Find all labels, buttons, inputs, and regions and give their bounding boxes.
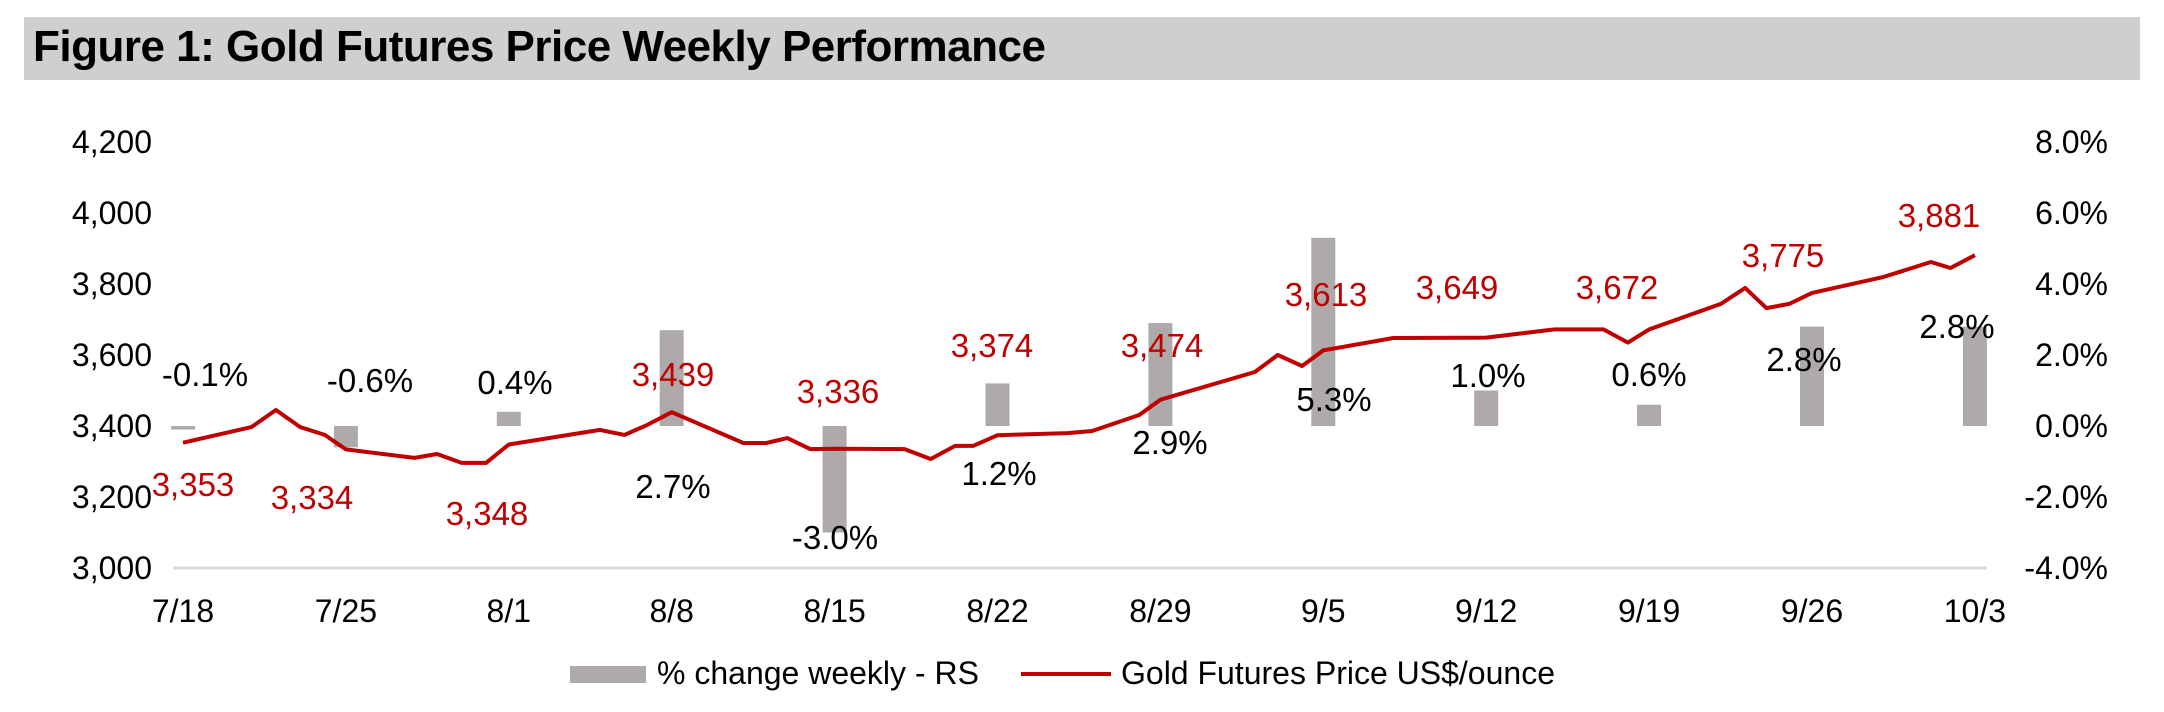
left-axis-tick-label: 3,400 — [72, 408, 152, 444]
bar-series — [171, 237, 1987, 533]
right-axis-tick-label: 6.0% — [2035, 195, 2108, 231]
bar-data-label: 2.8% — [1766, 341, 1841, 378]
price-data-label: 3,474 — [1121, 327, 1204, 364]
price-data-label: 3,374 — [951, 327, 1034, 364]
bar-data-label: 0.4% — [477, 364, 552, 401]
legend-swatch-bar — [570, 666, 646, 683]
x-axis-tick-label: 8/15 — [803, 593, 865, 629]
price-data-label: 3,775 — [1742, 237, 1825, 274]
bar-data-label: 2.9% — [1132, 424, 1207, 461]
bar — [1800, 326, 1824, 426]
bar-data-label: -0.6% — [327, 362, 413, 399]
price-line — [182, 253, 1976, 465]
price-data-label: 3,672 — [1576, 269, 1659, 306]
x-axis-tick-label: 9/5 — [1301, 593, 1345, 629]
bar — [985, 383, 1010, 426]
legend-label-line: Gold Futures Price US$/ounce — [1121, 655, 1555, 691]
bar-data-label: 1.0% — [1450, 357, 1525, 394]
legend: % change weekly - RS Gold Futures Price … — [570, 655, 1555, 691]
x-axis-tick-label: 9/26 — [1781, 593, 1843, 629]
right-axis-tick-label: 8.0% — [2035, 124, 2108, 160]
price-data-label: 3,881 — [1898, 197, 1981, 234]
bar — [1637, 404, 1662, 426]
bar-data-label: 2.7% — [635, 468, 710, 505]
bar — [333, 426, 358, 448]
x-axis-tick-label: 9/12 — [1455, 593, 1517, 629]
x-axis-tick-label: 8/8 — [649, 593, 693, 629]
x-axis-tick-label: 8/1 — [487, 593, 531, 629]
x-axis-tick-label: 9/19 — [1618, 593, 1680, 629]
bar — [1474, 390, 1499, 426]
bar-data-labels: -0.1% -0.6% 0.4% 2.7% -3.0% 1.2% 2.9% 5.3% 1.0% 0… — [162, 308, 1995, 556]
bar-data-label: 0.6% — [1611, 356, 1686, 393]
price-data-label: 3,334 — [271, 479, 354, 516]
bar — [1148, 323, 1173, 426]
x-axis-tick-label: 8/29 — [1129, 593, 1191, 629]
bar — [822, 426, 847, 533]
chart-title: Figure 1: Gold Futures Price Weekly Perf… — [33, 22, 1046, 71]
bar-data-label: 5.3% — [1296, 381, 1371, 418]
left-axis-tick-label: 4,000 — [72, 195, 152, 231]
right-axis-tick-label: 4.0% — [2035, 266, 2108, 302]
right-axis: -4.0% -2.0% 0.0% 2.0% 4.0% 6.0% 8.0% — [2024, 124, 2108, 586]
bar — [1962, 326, 1987, 426]
bar-data-label: 2.8% — [1919, 308, 1994, 345]
x-axis-tick-label: 7/18 — [152, 593, 214, 629]
left-axis-tick-label: 3,000 — [72, 550, 152, 586]
price-data-label: 3,613 — [1285, 276, 1368, 313]
left-axis-tick-label: 3,600 — [72, 337, 152, 373]
bar — [659, 330, 684, 426]
title-bar: Figure 1: Gold Futures Price Weekly Perf… — [24, 17, 2140, 80]
right-axis-tick-label: -2.0% — [2024, 479, 2108, 515]
price-data-label: 3,439 — [632, 356, 715, 393]
price-data-label: 3,348 — [446, 495, 529, 532]
bar-data-label: 1.2% — [961, 455, 1036, 492]
legend-label-bar: % change weekly - RS — [657, 655, 979, 691]
bar — [1311, 237, 1336, 426]
price-data-label: 3,353 — [152, 466, 235, 503]
right-axis-tick-label: 0.0% — [2035, 408, 2108, 444]
x-axis-tick-label: 7/25 — [315, 593, 377, 629]
x-axis-tick-label: 8/22 — [966, 593, 1028, 629]
price-data-label: 3,336 — [797, 373, 880, 410]
x-axis-tick-label: 10/3 — [1944, 593, 2006, 629]
bar-data-label: -3.0% — [792, 519, 878, 556]
price-data-labels: 3,353 3,334 3,348 3,439 3,336 3,374 3,474 3,613… — [152, 197, 1981, 532]
left-axis: 3,000 3,200 3,400 3,600 3,800 4,000 4,200 — [72, 124, 152, 586]
right-axis-tick-label: -4.0% — [2024, 550, 2108, 586]
bar-data-label: -0.1% — [162, 356, 248, 393]
left-axis-tick-label: 3,200 — [72, 479, 152, 515]
left-axis-tick-label: 3,800 — [72, 266, 152, 302]
right-axis-tick-label: 2.0% — [2035, 337, 2108, 373]
bar — [496, 411, 521, 426]
bar — [171, 426, 195, 430]
price-data-label: 3,649 — [1416, 269, 1499, 306]
left-axis-tick-label: 4,200 — [72, 124, 152, 160]
x-axis: 7/18 7/25 8/1 8/8 8/15 8/22 8/29 9/5 9/12 9/19 9/2… — [152, 593, 2006, 629]
